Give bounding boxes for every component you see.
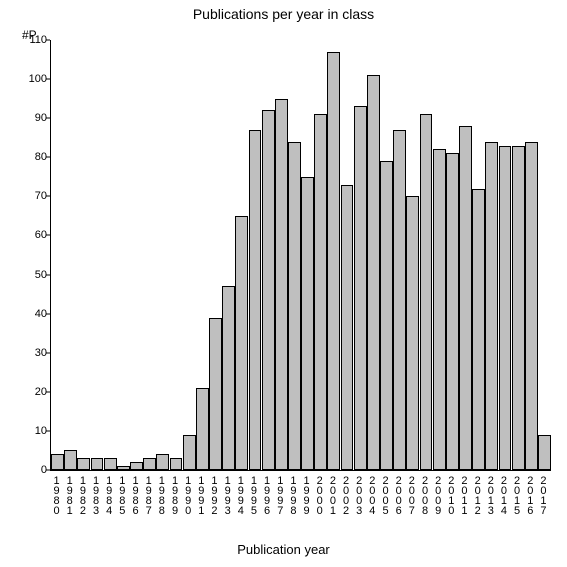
x-tick-label: 2 0 0 4 bbox=[368, 476, 376, 516]
bar bbox=[117, 466, 130, 470]
x-tick-label: 1 9 8 5 bbox=[118, 476, 126, 516]
x-tick-label: 1 9 9 3 bbox=[224, 476, 232, 516]
y-tick-label: 80 bbox=[22, 151, 47, 163]
bars-group bbox=[51, 40, 551, 470]
x-tick-label: 2 0 1 3 bbox=[487, 476, 495, 516]
x-tick-label: 2 0 0 8 bbox=[421, 476, 429, 516]
bar bbox=[51, 454, 64, 470]
x-axis-label: Publication year bbox=[0, 542, 567, 557]
x-tick-label: 1 9 8 9 bbox=[171, 476, 179, 516]
x-tick-label: 1 9 9 0 bbox=[184, 476, 192, 516]
bar bbox=[420, 114, 433, 470]
y-tick-label: 70 bbox=[22, 190, 47, 202]
x-tick-label: 2 0 1 5 bbox=[513, 476, 521, 516]
x-tick-label: 1 9 9 4 bbox=[237, 476, 245, 516]
y-tick-label: 50 bbox=[22, 269, 47, 281]
bar bbox=[249, 130, 262, 470]
bar bbox=[64, 450, 77, 470]
bar bbox=[143, 458, 156, 470]
y-tick-label: 10 bbox=[22, 425, 47, 437]
x-tick-label: 2 0 1 0 bbox=[447, 476, 455, 516]
bar bbox=[327, 52, 340, 470]
x-tick-label: 2 0 0 9 bbox=[434, 476, 442, 516]
x-tick-label: 2 0 0 6 bbox=[395, 476, 403, 516]
x-tick-label: 2 0 1 4 bbox=[500, 476, 508, 516]
x-tick-label: 1 9 9 8 bbox=[289, 476, 297, 516]
x-tick-label: 1 9 8 0 bbox=[53, 476, 61, 516]
bar bbox=[222, 286, 235, 470]
bar bbox=[380, 161, 393, 470]
bar bbox=[77, 458, 90, 470]
y-tick-label: 60 bbox=[22, 229, 47, 241]
x-tick-label: 1 9 9 6 bbox=[263, 476, 271, 516]
x-tick-label: 2 0 1 6 bbox=[526, 476, 534, 516]
x-tick-label: 2 0 1 7 bbox=[539, 476, 547, 516]
bar bbox=[209, 318, 222, 470]
bar bbox=[472, 189, 485, 470]
x-tick-label: 1 9 9 9 bbox=[303, 476, 311, 516]
x-tick-label: 2 0 0 1 bbox=[329, 476, 337, 516]
bar bbox=[104, 458, 117, 470]
bar bbox=[301, 177, 314, 470]
x-tick-label: 1 9 8 7 bbox=[145, 476, 153, 516]
y-tick-label: 100 bbox=[22, 73, 47, 85]
bar bbox=[499, 146, 512, 470]
bar bbox=[525, 142, 538, 470]
bar bbox=[512, 146, 525, 470]
bar bbox=[538, 435, 551, 470]
chart-container: Publications per year in class #P 010203… bbox=[0, 0, 567, 567]
y-tick-label: 0 bbox=[22, 464, 47, 476]
x-tick-label: 1 9 8 4 bbox=[105, 476, 113, 516]
x-tick-label: 2 0 1 1 bbox=[460, 476, 468, 516]
x-tick-label: 1 9 9 5 bbox=[250, 476, 258, 516]
bar bbox=[446, 153, 459, 470]
x-tick-label: 1 9 9 2 bbox=[210, 476, 218, 516]
y-tick-label: 90 bbox=[22, 112, 47, 124]
plot-area bbox=[50, 40, 551, 471]
bar bbox=[288, 142, 301, 470]
x-tick-label: 1 9 8 3 bbox=[92, 476, 100, 516]
x-tick-label: 1 9 8 8 bbox=[158, 476, 166, 516]
bar bbox=[183, 435, 196, 470]
x-tick-label: 2 0 0 7 bbox=[408, 476, 416, 516]
bar bbox=[262, 110, 275, 470]
bar bbox=[406, 196, 419, 470]
x-tick-label: 1 9 9 1 bbox=[197, 476, 205, 516]
bar bbox=[314, 114, 327, 470]
bar bbox=[433, 149, 446, 470]
y-tick-label: 20 bbox=[22, 386, 47, 398]
bar bbox=[156, 454, 169, 470]
x-tick-label: 1 9 8 6 bbox=[132, 476, 140, 516]
chart-title: Publications per year in class bbox=[0, 6, 567, 22]
bar bbox=[485, 142, 498, 470]
y-tick-label: 110 bbox=[22, 34, 47, 46]
x-tick-label: 2 0 0 5 bbox=[382, 476, 390, 516]
x-tick-label: 2 0 1 2 bbox=[474, 476, 482, 516]
bar bbox=[130, 462, 143, 470]
x-tick-label: 2 0 0 3 bbox=[355, 476, 363, 516]
bar bbox=[170, 458, 183, 470]
bar bbox=[91, 458, 104, 470]
y-tick-label: 40 bbox=[22, 308, 47, 320]
x-tick-label: 1 9 8 1 bbox=[66, 476, 74, 516]
bar bbox=[275, 99, 288, 470]
bar bbox=[235, 216, 248, 470]
bar bbox=[341, 185, 354, 470]
x-tick-label: 1 9 8 2 bbox=[79, 476, 87, 516]
bar bbox=[354, 106, 367, 470]
bar bbox=[196, 388, 209, 470]
y-tick-label: 30 bbox=[22, 347, 47, 359]
bar bbox=[367, 75, 380, 470]
bar bbox=[393, 130, 406, 470]
x-tick-label: 1 9 9 7 bbox=[276, 476, 284, 516]
bar bbox=[459, 126, 472, 470]
x-tick-label: 2 0 0 2 bbox=[342, 476, 350, 516]
x-tick-label: 2 0 0 0 bbox=[316, 476, 324, 516]
